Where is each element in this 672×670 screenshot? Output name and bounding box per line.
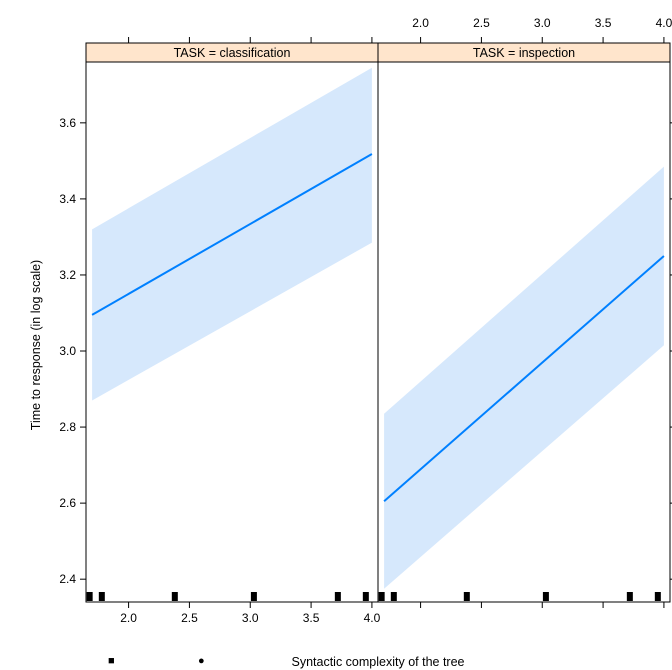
x-tick-label: 3.0: [534, 16, 551, 30]
x-axis-title: Syntactic complexity of the tree: [292, 655, 465, 669]
y-tick-label: 2.6: [59, 496, 76, 510]
rug-mark: [250, 592, 257, 601]
rug-mark: [390, 592, 397, 601]
y-tick-label: 3.2: [59, 268, 76, 282]
y-tick-label: 3.0: [59, 344, 76, 358]
y-tick-label: 3.6: [59, 116, 76, 130]
fitted-line: [383, 255, 665, 502]
x-tick-label: 2.5: [473, 16, 490, 30]
rug-mark: [171, 592, 178, 601]
rug-mark: [378, 592, 385, 601]
x-tick-label: 4.0: [364, 611, 381, 625]
rug-mark: [654, 592, 661, 601]
legend-circle-mark: ●: [198, 655, 205, 667]
strip-label: TASK = classification: [174, 46, 291, 60]
rug-mark: [98, 592, 105, 601]
x-tick-label: 2.0: [412, 16, 429, 30]
panel-2: TASK = inspection 2.0 2.5 3.0 3.5 4.0: [377, 16, 672, 608]
strip-label: TASK = inspection: [473, 46, 575, 60]
panel-1: TASK = classification 2.0 2.5 3.0 3.5 4.0: [85, 37, 381, 625]
y-tick-label: 2.4: [59, 572, 76, 586]
panel-frame: [377, 61, 671, 603]
legend-square-mark: ■: [108, 655, 115, 667]
y-axis-title: Time to response (in log scale): [29, 260, 43, 430]
y-tick-label: 3.4: [59, 192, 76, 206]
x-tick-label: 3.5: [303, 611, 320, 625]
x-tick-label: 2.0: [120, 611, 137, 625]
rug-mark: [542, 592, 549, 601]
x-tick-label: 4.0: [656, 16, 672, 30]
rug-mark: [86, 592, 93, 601]
y-tick-label: 2.8: [59, 420, 76, 434]
x-tick-label: 3.5: [595, 16, 612, 30]
rug-mark: [362, 592, 369, 601]
x-tick-label: 2.5: [181, 611, 198, 625]
rug-mark: [334, 592, 341, 601]
rug-mark: [463, 592, 470, 601]
x-tick-label: 3.0: [242, 611, 259, 625]
rug-mark: [626, 592, 633, 601]
fitted-line: [91, 153, 373, 316]
